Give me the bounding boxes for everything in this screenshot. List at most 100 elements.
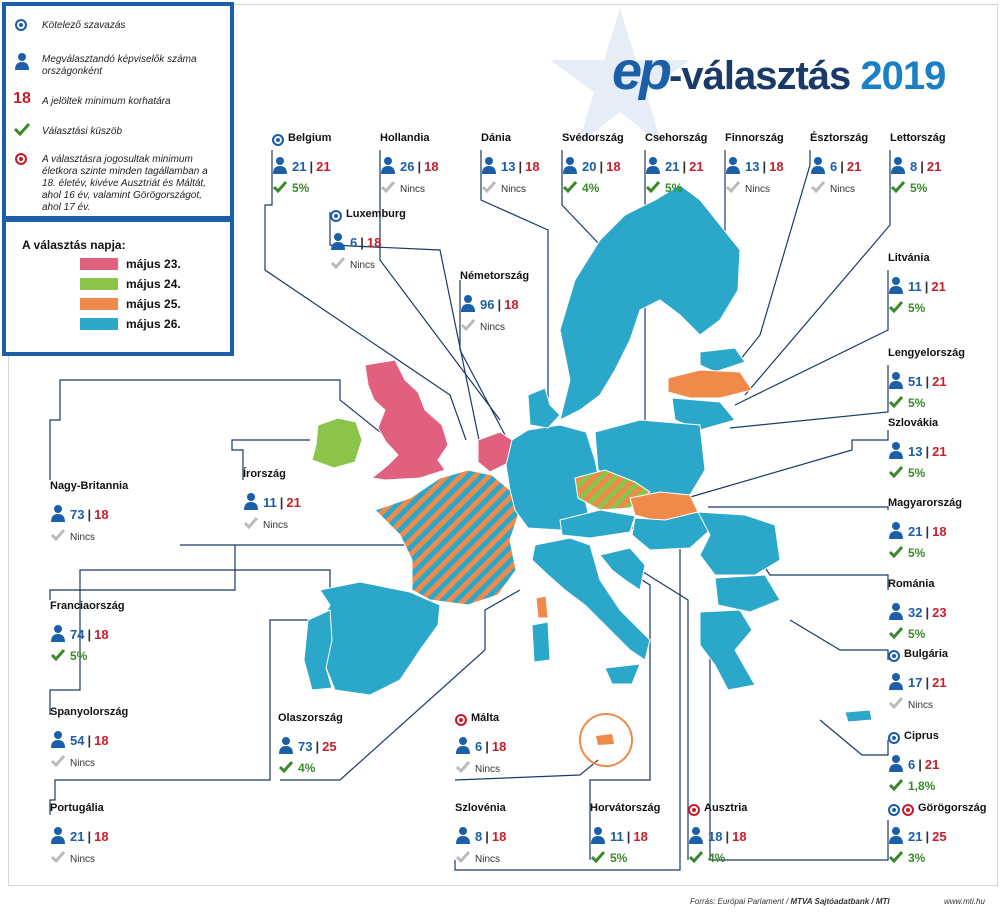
threshold-row: 4%: [688, 850, 725, 865]
threshold-value: Nincs: [70, 532, 96, 543]
threshold-value: Nincs: [350, 260, 376, 271]
person-icon: [689, 827, 703, 844]
country-card-svedorszag: Svédország 20 | 18 4%: [562, 132, 646, 206]
country-card-franciaorszag: Franciaország 74 | 18 5%: [50, 600, 134, 674]
candidate-min-age: 21: [316, 159, 331, 174]
checkmark-icon: [50, 851, 66, 864]
compulsory-voting-icon: [330, 210, 342, 222]
seat-count: 8: [910, 159, 918, 174]
person-icon: [591, 827, 605, 844]
checkmark-icon: [888, 466, 904, 479]
candidate-min-age: 18: [366, 235, 382, 250]
country-card-magyarorszag: Magyarország 21 | 18 5%: [888, 497, 972, 571]
person-icon: [891, 157, 905, 174]
map-portugal: [303, 609, 333, 691]
person-icon: [12, 52, 32, 75]
seats-row: 32 | 23: [888, 602, 947, 620]
date-label-may-26: május 26.: [126, 317, 181, 331]
compulsory-voting-icon: [888, 732, 900, 744]
checkmark-icon: [330, 257, 346, 270]
map-sicily: [604, 663, 641, 685]
threshold-row: Nincs: [481, 180, 526, 195]
seat-count: 21: [665, 159, 680, 174]
seats-row: 11 | 21: [888, 276, 946, 294]
seats-row: 17 | 21: [888, 672, 947, 690]
candidate-min-age: 18: [424, 159, 439, 174]
threshold-row: 5%: [272, 180, 309, 195]
country-name: Ciprus: [904, 730, 939, 742]
country-name: Finnország: [725, 132, 784, 144]
country-name: Dánia: [481, 132, 511, 144]
seat-count: 21: [908, 524, 923, 539]
checkmark-icon: [725, 181, 741, 194]
candidate-min-age: 18: [769, 159, 784, 174]
candidate-min-age: 18: [633, 829, 648, 844]
threshold-value: 5%: [292, 181, 310, 195]
seat-count: 21: [70, 829, 85, 844]
person-icon: [811, 157, 825, 174]
threshold-row: Nincs: [330, 256, 375, 271]
candidate-min-age: 25: [322, 739, 337, 754]
checkmark-icon: [278, 761, 294, 774]
person-icon: [279, 737, 293, 754]
site-link[interactable]: www.mti.hu: [944, 897, 985, 906]
country-card-hollandia: Hollandia 26 | 18 Nincs: [380, 132, 464, 206]
swatch-may-26: [80, 318, 118, 330]
candidate-min-age: 21: [846, 159, 862, 174]
threshold-row: Nincs: [50, 850, 95, 865]
checkmark-icon: [50, 649, 66, 662]
election-dates-heading: A választás napja:: [22, 238, 126, 252]
map-croatia: [599, 547, 646, 591]
seat-count: 18: [708, 829, 723, 844]
threshold-value: 4%: [708, 851, 726, 865]
number-18: 18: [13, 90, 31, 107]
threshold-value: 5%: [910, 181, 928, 195]
candidate-min-age: 21: [931, 279, 946, 294]
country-card-csehorszag: Csehország 21 | 21 5%: [645, 132, 729, 206]
country-name: Belgium: [288, 132, 332, 144]
seats-row: 6 | 21: [888, 754, 939, 772]
map-corsica: [535, 595, 549, 619]
person-icon: [726, 157, 740, 174]
threshold-row: Nincs: [888, 696, 933, 711]
person-icon: [889, 603, 903, 620]
checkmark-icon: [590, 851, 606, 864]
checkmark-icon: [481, 181, 497, 194]
country-name: Olaszország: [278, 712, 343, 724]
threshold-row: 5%: [888, 395, 925, 410]
candidate-min-age: 18: [94, 507, 109, 522]
checkmark-icon: [810, 181, 826, 194]
date-label-may-23: május 23.: [126, 257, 181, 271]
checkmark-icon: [562, 181, 578, 194]
seat-count: 96: [480, 297, 495, 312]
map-scandinavia: [559, 184, 741, 421]
country-name: Nagy-Britannia: [50, 480, 129, 492]
checkmark-icon: [272, 181, 288, 194]
seat-count: 21: [292, 159, 307, 174]
map-spain: [319, 581, 441, 696]
person-icon: [482, 157, 496, 174]
seats-row: 21 | 18: [50, 826, 109, 844]
seat-count: 73: [298, 739, 313, 754]
seat-count: 17: [908, 675, 923, 690]
country-card-luxemburg: Luxemburg 6 | 18 Nincs: [330, 208, 414, 282]
threshold-value: Nincs: [263, 520, 289, 531]
threshold-value: Nincs: [830, 184, 856, 195]
seats-row: 74 | 18: [50, 624, 109, 642]
threshold-row: 4%: [278, 760, 315, 775]
country-card-belgium: Belgium 21 | 21 5%: [272, 132, 356, 206]
swatch-may-23: [80, 258, 118, 270]
threshold-row: Nincs: [50, 528, 95, 543]
seats-row: 13 | 18: [725, 156, 784, 174]
seats-row: 51 | 21: [888, 371, 947, 389]
seat-count: 6: [350, 235, 358, 250]
legend-item-age: A jelöltek minimum korhatára: [42, 96, 171, 107]
voting-age-icon: [902, 804, 914, 816]
threshold-row: 3%: [888, 850, 925, 865]
country-name: Észtország: [810, 132, 869, 144]
country-name: Szlovákia: [888, 417, 939, 429]
title-ep: ep: [612, 41, 672, 101]
country-card-szlovakia: Szlovákia 13 | 21 5%: [888, 417, 972, 491]
threshold-value: 5%: [610, 851, 628, 865]
